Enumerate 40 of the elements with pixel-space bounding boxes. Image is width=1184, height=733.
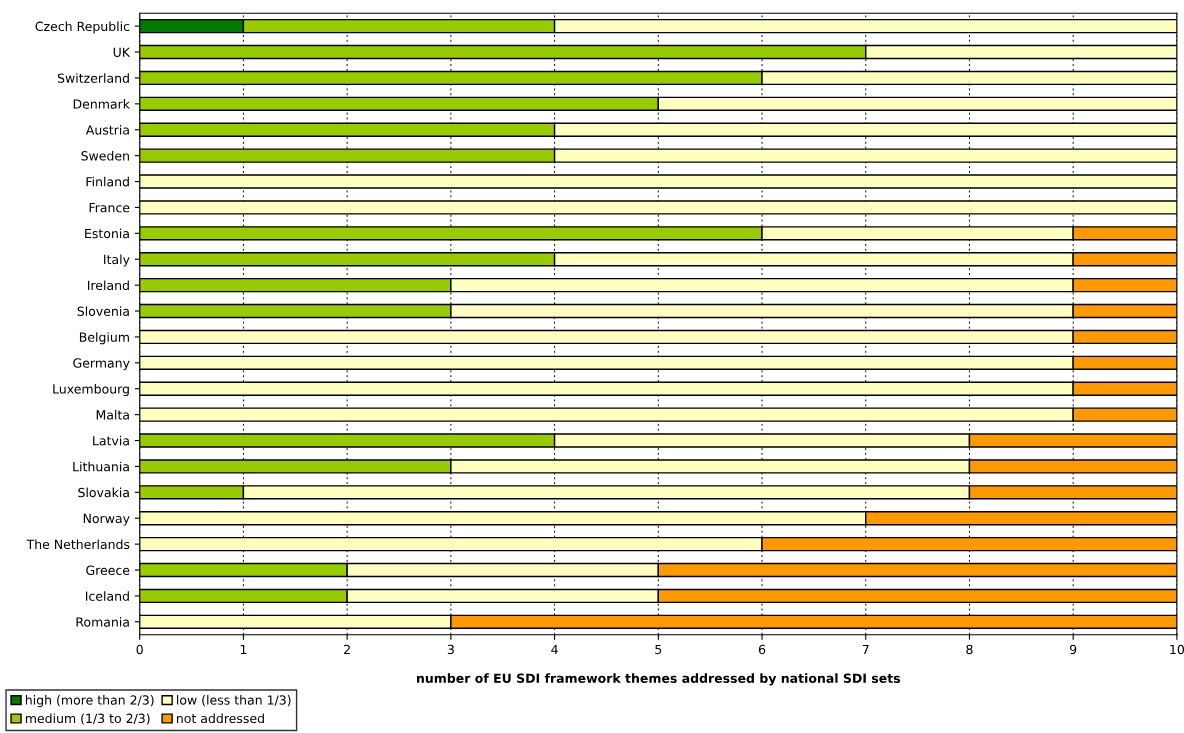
x-tick-label: 4 bbox=[551, 644, 558, 654]
y-tick-label: Malta bbox=[96, 409, 129, 420]
y-tick-label: Estonia bbox=[85, 228, 129, 239]
legend-label: high (more than 2/3) bbox=[25, 695, 154, 708]
y-tick-label: Italy bbox=[104, 254, 130, 267]
x-axis-title: number of EU SDI framework themes addressed by national SDI sets bbox=[417, 673, 901, 686]
y-tick-label: Luxembourg bbox=[53, 383, 129, 397]
y-tick-label: Denmark bbox=[73, 99, 130, 109]
y-tick-label: Greece bbox=[86, 565, 130, 575]
x-tick-label: 8 bbox=[966, 644, 973, 655]
y-tick-label: Sweden bbox=[81, 150, 129, 161]
y-tick-label: Slovenia bbox=[77, 306, 129, 316]
y-tick-label: France bbox=[89, 203, 130, 213]
x-tick-label: 7 bbox=[862, 644, 869, 654]
x-tick-label: 3 bbox=[447, 644, 454, 655]
y-tick-label: The Netherlands bbox=[26, 539, 130, 550]
legend-label: not addressed bbox=[177, 713, 264, 724]
legend-label: low (less than 1/3) bbox=[177, 695, 291, 707]
y-tick-label: Latvia bbox=[93, 435, 129, 446]
y-tick-label: Romania bbox=[76, 617, 129, 627]
y-tick-label: Austria bbox=[85, 124, 129, 135]
y-tick-label: Norway bbox=[83, 513, 130, 526]
y-tick-label: Finland bbox=[86, 176, 129, 187]
y-tick-label: Belgium bbox=[79, 332, 129, 345]
x-tick-label: 9 bbox=[1069, 644, 1077, 655]
y-tick-label: Czech Republic bbox=[35, 21, 130, 34]
x-tick-label: 2 bbox=[344, 644, 350, 654]
x-tick-label: 6 bbox=[758, 644, 766, 655]
y-tick-label: Lithuania bbox=[73, 461, 129, 472]
y-tick-label: Switzerland bbox=[57, 73, 129, 83]
x-tick-label: 5 bbox=[655, 644, 662, 655]
x-tick-label: 10 bbox=[1170, 644, 1184, 655]
y-tick-label: Germany bbox=[73, 358, 130, 371]
x-tick-label: 1 bbox=[240, 644, 247, 654]
x-tick-label: 0 bbox=[136, 644, 143, 655]
y-tick-label: UK bbox=[113, 47, 131, 57]
y-tick-label: Slovakia bbox=[78, 487, 129, 498]
y-tick-label: Iceland bbox=[85, 591, 129, 601]
y-tick-label: Ireland bbox=[87, 280, 129, 291]
legend-label: medium (1/3 to 2/3) bbox=[25, 713, 150, 725]
